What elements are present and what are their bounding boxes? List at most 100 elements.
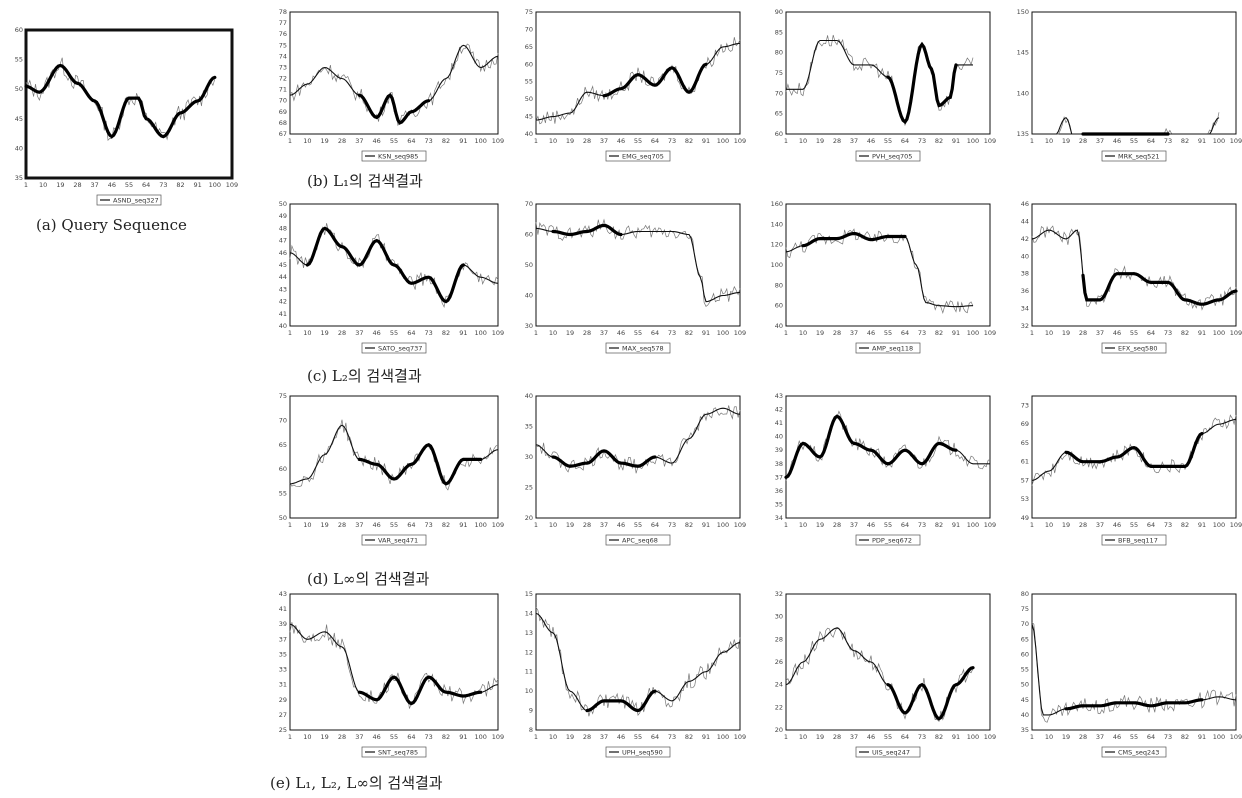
x-tick-label: 1 (1030, 733, 1034, 741)
y-tick-label: 65 (1021, 439, 1029, 447)
y-tick-label: 55 (525, 78, 533, 86)
y-tick-label: 60 (15, 26, 23, 34)
legend-box (605, 746, 671, 758)
x-tick-label: 46 (867, 137, 875, 145)
legend-box (1101, 534, 1167, 546)
x-tick-label: 19 (1062, 329, 1070, 337)
x-tick-label: 1 (1030, 137, 1034, 145)
x-tick-label: 64 (901, 733, 909, 741)
y-tick-label: 33 (279, 666, 287, 674)
y-tick-label: 50 (279, 514, 287, 522)
y-tick-label: 30 (525, 453, 533, 461)
raw-series-line (289, 223, 499, 308)
y-tick-label: 57 (1021, 476, 1029, 484)
y-tick-label: 67 (279, 130, 287, 138)
x-tick-label: 37 (1096, 521, 1104, 529)
x-tick-label: 73 (425, 733, 433, 741)
x-tick-label: 109 (734, 521, 746, 529)
y-tick-label: 41 (775, 419, 783, 427)
chart-e2: 8 9 10 11 12 13 14 15 1 10 19 28 37 46 55 64 73 82 91 100 10… (514, 590, 746, 764)
x-tick-label: 10 (1045, 137, 1053, 145)
legend-box (96, 194, 162, 206)
x-tick-label: 1 (24, 181, 28, 189)
x-tick-label: 10 (549, 733, 557, 741)
x-tick-label: 28 (833, 733, 841, 741)
y-tick-label: 34 (1021, 305, 1029, 313)
y-tick-label: 43 (279, 590, 287, 598)
x-tick-label: 10 (549, 329, 557, 337)
plot-frame (785, 395, 991, 519)
raw-series-line (289, 622, 499, 709)
x-tick-label: 37 (355, 733, 363, 741)
x-tick-label: 1 (288, 137, 292, 145)
x-tick-label: 82 (935, 137, 943, 145)
y-tick-label: 70 (279, 97, 287, 105)
x-tick-label: 109 (984, 137, 996, 145)
x-tick-label: 109 (734, 733, 746, 741)
y-tick-label: 44 (1021, 217, 1029, 225)
x-tick-label: 10 (1045, 733, 1053, 741)
matched-segment (886, 41, 958, 125)
y-tick-label: 70 (525, 25, 533, 33)
legend-label: SATO_seq737 (378, 345, 422, 353)
x-tick-label: 19 (816, 733, 824, 741)
caption-d: (d) L∞의 검색결과 (307, 570, 430, 588)
y-tick-label: 60 (775, 130, 783, 138)
y-tick-label: 80 (775, 281, 783, 289)
legend-label: EFX_seq580 (1118, 345, 1157, 353)
y-tick-label: 47 (279, 237, 287, 245)
x-tick-label: 46 (617, 137, 625, 145)
x-tick-label: 100 (209, 181, 221, 189)
x-tick-label: 1 (1030, 329, 1034, 337)
legend-box (1101, 150, 1167, 162)
x-tick-label: 46 (108, 181, 116, 189)
x-tick-label: 91 (459, 329, 467, 337)
x-tick-label: 55 (634, 521, 642, 529)
x-tick-label: 19 (566, 137, 574, 145)
y-tick-label: 9 (529, 707, 533, 715)
x-tick-label: 82 (176, 181, 184, 189)
x-tick-label: 1 (784, 329, 788, 337)
y-tick-label: 37 (279, 635, 287, 643)
x-tick-label: 109 (492, 521, 504, 529)
y-tick-label: 76 (279, 30, 287, 38)
y-tick-label: 49 (279, 212, 287, 220)
x-tick-label: 100 (1213, 521, 1225, 529)
y-tick-label: 40 (525, 130, 533, 138)
x-tick-label: 64 (1147, 521, 1155, 529)
y-tick-label: 55 (279, 490, 287, 498)
x-tick-label: 91 (952, 521, 960, 529)
y-tick-label: 37 (775, 473, 783, 481)
y-tick-label: 100 (771, 261, 783, 269)
y-tick-label: 22 (775, 703, 783, 711)
legend-label: APC_seq68 (622, 537, 658, 545)
x-tick-label: 82 (1181, 521, 1189, 529)
x-tick-label: 10 (303, 733, 311, 741)
y-tick-label: 8 (529, 726, 533, 734)
y-tick-label: 29 (279, 696, 287, 704)
x-tick-label: 19 (321, 733, 329, 741)
y-tick-label: 55 (15, 56, 23, 64)
x-tick-label: 91 (194, 181, 202, 189)
x-tick-label: 19 (321, 521, 329, 529)
x-tick-label: 91 (459, 733, 467, 741)
y-tick-label: 43 (279, 285, 287, 293)
y-tick-label: 50 (15, 85, 23, 93)
y-tick-label: 85 (775, 28, 783, 36)
legend-box (855, 746, 921, 758)
y-tick-label: 11 (525, 668, 533, 676)
matched-segment (357, 675, 483, 706)
y-tick-label: 75 (775, 69, 783, 77)
x-tick-label: 10 (549, 137, 557, 145)
y-tick-label: 12 (525, 648, 533, 656)
x-tick-label: 109 (1230, 329, 1242, 337)
y-tick-label: 45 (525, 113, 533, 121)
x-tick-label: 28 (338, 733, 346, 741)
x-tick-label: 46 (373, 521, 381, 529)
legend-box (361, 150, 427, 162)
x-tick-label: 91 (702, 329, 710, 337)
x-tick-label: 10 (799, 329, 807, 337)
y-tick-label: 78 (279, 8, 287, 16)
x-tick-label: 46 (1113, 521, 1121, 529)
matched-segment (305, 226, 465, 304)
